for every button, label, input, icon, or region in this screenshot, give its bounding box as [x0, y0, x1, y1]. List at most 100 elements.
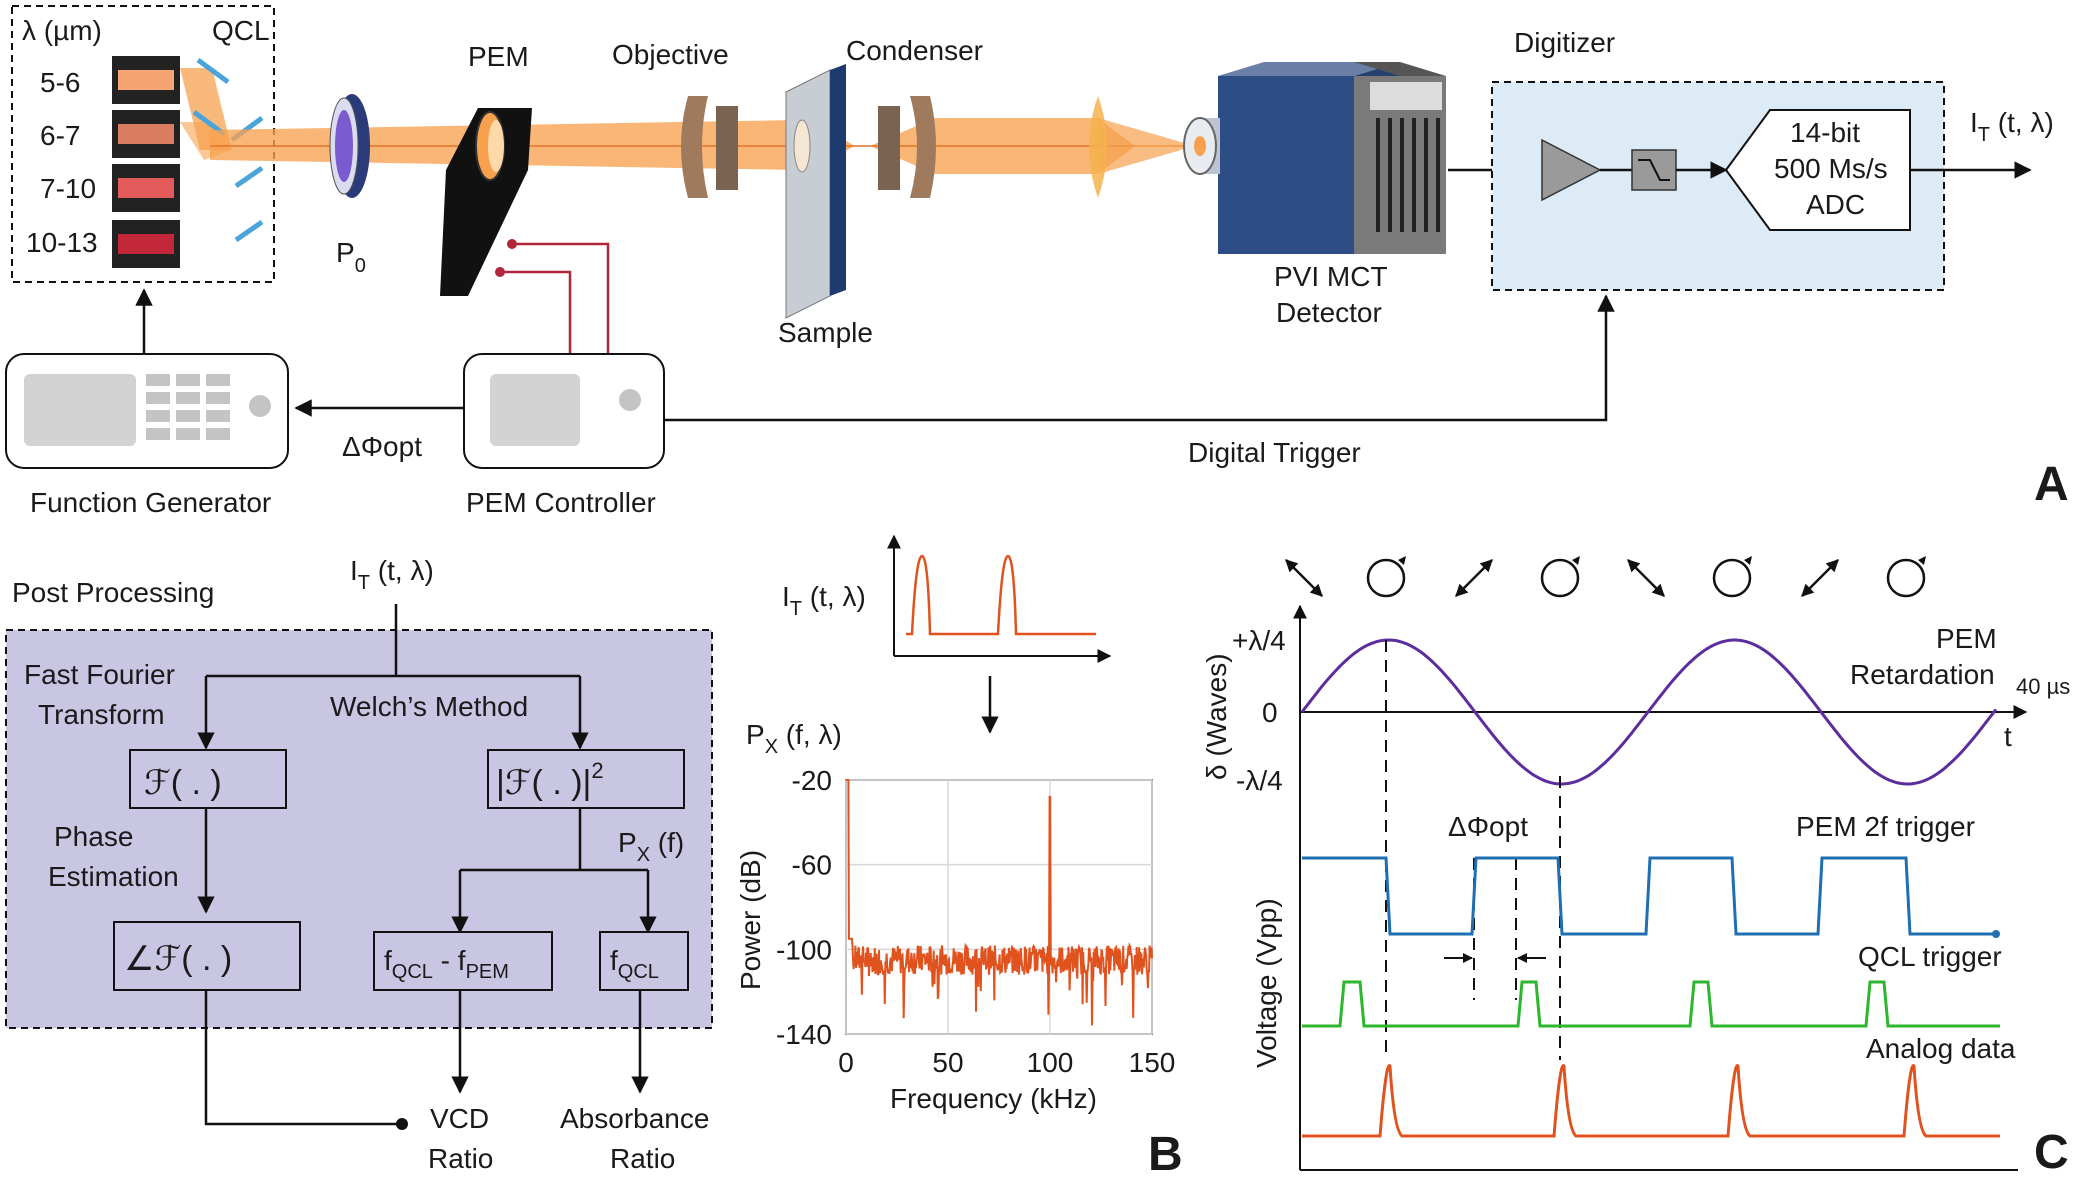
circular-polarization-arrow-icon: [1572, 556, 1580, 565]
panel-c-letter: C: [2034, 1126, 2069, 1177]
pem-controller: [463, 353, 665, 469]
polarizer-label: P0: [336, 237, 366, 277]
qcl-chips: [112, 56, 180, 268]
angle-box-text: ∠ℱ( . ): [124, 940, 232, 978]
field-lens: [1089, 96, 1107, 198]
spectrum-plot-area: [845, 779, 1153, 1035]
detector-focus-beam: [1098, 118, 1195, 174]
spectrum-x-tick-label: 150: [1129, 1047, 1176, 1078]
qcl-chip-fill-1: [118, 70, 174, 90]
analog-data-trace: [1302, 1064, 2000, 1138]
panel-a-letter: A: [2034, 458, 2069, 511]
qcl-range-4: 10-13: [26, 227, 98, 258]
detector-label-2: Detector: [1276, 297, 1382, 328]
fourier-box: [129, 749, 287, 809]
polarizer-p0: [329, 94, 370, 198]
vcd-label-1: VCD: [430, 1103, 489, 1134]
difference-box: [373, 931, 553, 991]
linear-polarization-icon: [1627, 559, 1665, 597]
panel-b: IT (t, λ) PX (f, λ) -20 -60 -100 -140 0 50 10…: [735, 534, 1183, 1177]
c-tick-zero: 0: [1262, 697, 1278, 728]
polarization-state-icons: [1285, 556, 1926, 598]
panel-a: λ (µm) QCL 5-6 6-7 7-10 10-13: [5, 5, 2069, 518]
welch-label: Welch’s Method: [330, 691, 528, 722]
qcl-range-3: 7-10: [40, 173, 96, 204]
circular-polarization-icon: [1366, 558, 1406, 598]
linear-polarization-icon: [1801, 559, 1839, 597]
delta-phi-label-a: ΔΦopt: [342, 431, 422, 462]
digital-trigger-label: Digital Trigger: [1188, 437, 1361, 468]
pem-2f-trigger-trace: [1302, 856, 1996, 936]
circular-polarization-arrow-icon: [1398, 556, 1406, 565]
angle-box: [113, 921, 301, 991]
detector-label-1: PVI MCT: [1274, 261, 1388, 292]
qcl-chip-fill-4: [118, 234, 174, 254]
condenser-label: Condenser: [846, 35, 983, 66]
pem-wires: [500, 242, 610, 355]
c-delta-phi-label: ΔΦopt: [1448, 811, 1528, 842]
filter-curve-icon: [1638, 159, 1670, 181]
pem-modulator: [440, 108, 532, 296]
circular-polarization-arrow-icon: [1918, 556, 1926, 565]
spectrum-x-tick-label: 100: [1027, 1047, 1074, 1078]
digitizer-output-label: IT (t, λ): [1970, 107, 2054, 146]
px-label: PX (f): [618, 827, 684, 866]
c-analog-label: Analog data: [1866, 1033, 2016, 1064]
sample-label: Sample: [778, 317, 873, 348]
filter-icon: [1631, 149, 1677, 191]
spectrum-x-tick-label: 0: [838, 1047, 854, 1078]
c-trigger-label: PEM 2f trigger: [1796, 811, 1975, 842]
c-y-label-bottom: Voltage (Vpp): [1251, 898, 1282, 1068]
spectrum-y-tick-label: -140: [776, 1019, 832, 1050]
function-generator: [5, 353, 289, 469]
retardation-label-2: Retardation: [1850, 659, 1995, 690]
trigger-end-dot: [1992, 930, 2000, 938]
vcd-label-2: Ratio: [428, 1143, 493, 1174]
qcl-trigger-trace: [1302, 980, 2000, 1028]
panel-b-letter: B: [1148, 1128, 1183, 1177]
post-flow-lines: [197, 604, 657, 1126]
retardation-label-1: PEM: [1936, 623, 1997, 654]
qcl-range-2: 6-7: [40, 120, 80, 151]
mct-detector: [1183, 62, 1446, 254]
pem-controller-label: PEM Controller: [466, 487, 656, 518]
spectrum-y-tick-label: -100: [776, 934, 832, 965]
c-tick-plus: +λ/4: [1232, 625, 1286, 656]
power-box: [487, 749, 685, 809]
phase-label-1: Phase: [54, 821, 133, 852]
post-title: Post Processing: [12, 577, 214, 608]
fourier-box-text: ℱ( . ): [144, 764, 222, 802]
sample-slide: [785, 64, 846, 319]
spectrum-y-tick-label: -20: [792, 765, 832, 796]
circular-polarization-icon: [1540, 558, 1580, 598]
function-generator-label: Function Generator: [30, 487, 271, 518]
spectrum-y-tick-label: -60: [792, 850, 832, 881]
vcd-junction-dot: [396, 1118, 408, 1130]
absorbance-label-1: Absorbance: [560, 1103, 709, 1134]
fft-label-1: Fast Fourier: [24, 659, 175, 690]
digitizer-title: Digitizer: [1514, 27, 1615, 58]
phase-label-2: Estimation: [48, 861, 179, 892]
c-dashed-guides: [1385, 640, 1561, 1060]
linear-polarization-icon: [1455, 559, 1493, 597]
fft-label-2: Transform: [38, 699, 165, 730]
c-period-label: 40 µs: [2016, 674, 2070, 699]
adc-line-3: ADC: [1806, 189, 1865, 220]
qcl-chip-fill-2: [118, 124, 174, 144]
c-qcl-label: QCL trigger: [1858, 941, 2002, 972]
retardation-curve: [1300, 638, 1998, 786]
digital-trigger-line: [664, 294, 1615, 422]
absorbance-label-2: Ratio: [610, 1143, 675, 1174]
linear-polarization-icon: [1285, 559, 1323, 597]
spectrum-x-tick-label: 50: [932, 1047, 963, 1078]
spectrum-series-line: [846, 779, 1153, 1026]
spectrum-y-label: Power (dB): [735, 850, 766, 990]
fqcl-box-text: fQCL: [610, 945, 659, 983]
spectrum-chart: -20 -60 -100 -140 0 50 100 150 Frequency (kHz)…: [735, 765, 1175, 1114]
signal-trace: [906, 554, 1096, 636]
qcl-title: QCL: [212, 15, 270, 46]
qcl-range-labels: 5-6 6-7 7-10 10-13: [26, 67, 98, 258]
spectrum-x-label: Frequency (kHz): [890, 1083, 1097, 1114]
objective-lenses: [681, 96, 738, 198]
pem-label: PEM: [468, 41, 529, 72]
